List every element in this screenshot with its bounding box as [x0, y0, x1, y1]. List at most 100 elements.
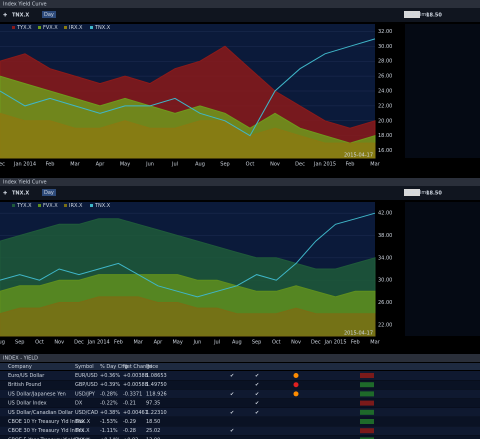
legend-label: FVX.X	[43, 203, 58, 209]
status-dot	[293, 373, 299, 378]
table-cell: +0.02	[123, 437, 138, 439]
mini-bar	[360, 409, 374, 415]
legend-label: TYX.X	[16, 25, 32, 31]
table-cell: +0.38%	[100, 410, 120, 416]
x-tick-label: Nov	[270, 162, 280, 168]
y-tick-label: 24.00	[378, 89, 392, 95]
column-header: Price	[146, 364, 158, 370]
table-row	[0, 407, 480, 417]
x-tick-label: Feb	[46, 162, 55, 168]
x-tick-label: Nov	[291, 340, 301, 346]
check-icon: ✔	[255, 382, 259, 388]
interval-box[interactable]	[42, 11, 56, 18]
table-cell: US Dollar/Japanese Yen	[8, 391, 66, 397]
legend-swatch	[64, 204, 67, 207]
status-dot	[293, 391, 299, 397]
line	[0, 38, 376, 137]
price: 18.50	[426, 13, 442, 19]
table-cell: -0.28%	[100, 391, 118, 397]
table-cell: 118.926	[146, 391, 167, 397]
y-tick-label: 42.00	[378, 211, 392, 217]
mini-bar	[360, 437, 374, 439]
x-tick-label: Oct	[246, 162, 255, 168]
title-bar	[0, 0, 480, 8]
x-tick-label: Jul	[213, 340, 220, 346]
x-tick-label: May	[120, 162, 130, 168]
x-tick-label: Apr	[154, 340, 164, 346]
table-cell: +0.36%	[100, 373, 120, 379]
table-cell: +0.00388	[123, 373, 148, 379]
mini-bar	[360, 373, 374, 378]
x-tick-label: Aug	[0, 340, 5, 346]
mini-bar	[360, 428, 374, 434]
mini-bar	[360, 400, 374, 406]
table-cell: 12.90	[146, 437, 160, 439]
table-header	[0, 363, 480, 370]
quote-box	[404, 11, 420, 18]
status-dot	[293, 382, 299, 388]
table-cell: US Dollar/Canadian Dollar	[8, 410, 74, 416]
y-tick-label: 38.00	[378, 233, 392, 239]
date-stamp: 2015-04-17	[344, 331, 373, 337]
legend-label: TNX.X	[94, 203, 111, 209]
table-row	[0, 380, 480, 390]
x-tick-label: Sep	[252, 340, 261, 346]
scale-panel	[405, 24, 480, 158]
x-tick-label: Feb	[351, 340, 360, 346]
table-cell: TNX.X	[74, 419, 91, 425]
table-cell: FVX.X	[75, 437, 90, 439]
x-tick-label: Jan 2015	[313, 162, 336, 168]
legend-swatch	[38, 26, 41, 29]
table-cell: 1.49750	[146, 382, 167, 388]
check-icon: ✔	[230, 410, 234, 416]
price: 18.50	[426, 191, 442, 197]
table-cell: 97.35	[146, 401, 160, 407]
y-tick-label: 16.00	[378, 148, 392, 154]
date-stamp: 2015-04-17	[344, 153, 373, 159]
table-row	[0, 426, 480, 436]
x-tick-label: Jan 2014	[13, 162, 36, 168]
window-title: Index Yield Curve	[3, 2, 47, 8]
table-cell: 1.08653	[146, 373, 167, 379]
table-cell: -0.3371	[123, 391, 142, 397]
table-cell: +0.14%	[100, 437, 120, 439]
quote-label: Real-Time	[405, 12, 429, 18]
check-icon: ✔	[230, 373, 234, 379]
quote-label: Real-Time	[405, 190, 429, 196]
check-icon: ✔	[230, 428, 234, 434]
table-cell: -0.29	[123, 419, 136, 425]
check-icon: ✔	[255, 391, 259, 397]
interval-box[interactable]	[42, 189, 56, 196]
y-tick-label: 20.00	[378, 118, 392, 124]
x-tick-label: Jun	[145, 162, 154, 168]
x-tick-label: May	[172, 340, 182, 346]
table-cell: CBOE 5 Year Treasury Yield Index	[8, 437, 91, 439]
quote-box	[404, 189, 420, 196]
y-tick-label: 26.00	[378, 74, 392, 80]
column-header: Company	[8, 364, 32, 370]
table-cell: USD/CAD	[75, 410, 98, 416]
table-cell: GBP/USD	[75, 382, 98, 388]
legend-label: IRX.X	[69, 203, 83, 209]
table-cell: DX	[75, 401, 83, 407]
table-row	[0, 371, 480, 380]
table-row	[0, 389, 480, 399]
y-tick-label: 28.00	[378, 59, 392, 65]
legend-label: TYX.X	[16, 203, 32, 209]
window-title: Index Yield Curve	[3, 180, 47, 186]
plus-icon: ✚	[3, 13, 7, 19]
x-tick-label: Oct	[35, 340, 44, 346]
x-tick-label: Nov	[54, 340, 64, 346]
mini-bar	[360, 419, 374, 424]
x-tick-label: Jul	[171, 162, 178, 168]
table-row	[0, 398, 480, 408]
table-cell: +0.00461	[123, 410, 148, 416]
x-tick-label: Mar	[70, 162, 80, 168]
table-cell: +0.00588	[123, 382, 148, 388]
x-tick-label: Feb	[346, 162, 355, 168]
table-cell: -0.22%	[100, 401, 118, 407]
mini-bar	[360, 382, 374, 388]
legend-label: FVX.X	[43, 25, 58, 31]
